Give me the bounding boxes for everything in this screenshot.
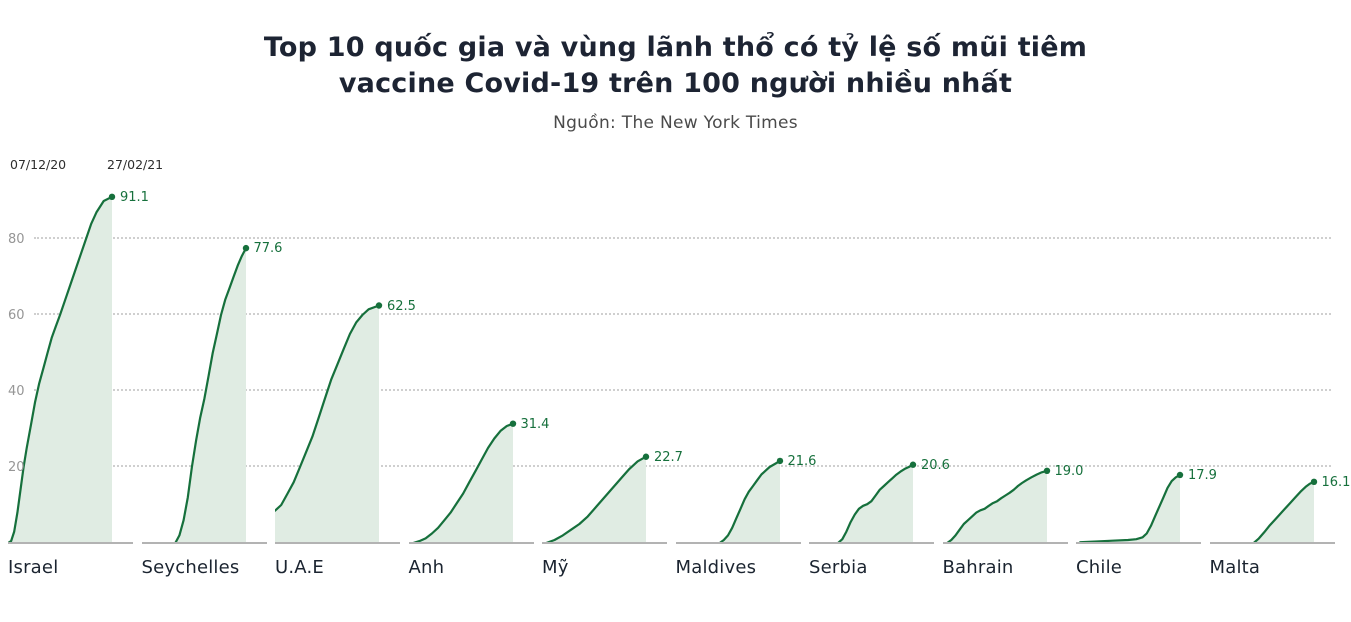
chart-cell-seychelles: 77.6 Seychelles <box>141 163 282 588</box>
area-fill <box>275 305 379 543</box>
x-axis-baseline <box>275 542 400 544</box>
end-point-dot <box>108 193 116 201</box>
end-point-dot <box>776 457 783 465</box>
x-axis-baseline <box>542 542 667 544</box>
trend-line <box>411 422 514 543</box>
chart-cell-bahrain: 19.0 Bahrain <box>942 163 1083 588</box>
y-axis-tick-label-40: 40 <box>8 384 25 399</box>
x-axis-baseline <box>8 542 133 544</box>
y-axis-labels: 20 40 60 80 <box>8 163 32 543</box>
value-label-serbia: 20.6 <box>921 457 950 473</box>
x-axis-baseline <box>675 542 801 544</box>
area-chart-uae <box>275 302 383 543</box>
end-point-dot <box>375 302 383 309</box>
date-end-label: 27/02/21 <box>107 157 164 172</box>
area-chart-malta <box>1252 478 1317 543</box>
value-label-anh: 31.4 <box>520 416 550 432</box>
x-axis-baseline <box>809 542 934 544</box>
end-point-dot <box>909 461 917 468</box>
chart-cell-maldives: 21.6 Maldives <box>675 163 816 588</box>
area-fill <box>174 248 246 543</box>
page-title-line2: vaccine Covid-19 trên 100 người nhiều nh… <box>338 67 1013 99</box>
x-axis-baseline <box>1076 542 1201 544</box>
area-fill <box>8 196 112 543</box>
area-chart-serbia <box>837 461 917 543</box>
end-point-dot <box>242 244 249 252</box>
end-point-dot <box>509 420 516 427</box>
trend-line <box>8 195 114 543</box>
area-fill <box>946 470 1047 543</box>
end-point-dot <box>1310 478 1317 486</box>
trend-line <box>945 469 1048 543</box>
trend-line <box>173 247 247 543</box>
area-fill <box>838 464 913 543</box>
end-point-dot <box>1176 471 1184 479</box>
value-label-chile: 17.9 <box>1188 467 1217 483</box>
y-axis-tick-label-80: 80 <box>8 232 25 247</box>
country-label-bahrain: Bahrain <box>942 557 1014 578</box>
area-chart-maldives <box>718 457 783 543</box>
value-label-maldives: 21.6 <box>787 453 817 469</box>
country-label-malta: Malta <box>1209 557 1261 578</box>
area-fill <box>719 460 780 543</box>
value-label-seychelles: 77.6 <box>253 241 283 257</box>
country-label-maldives: Maldives <box>675 557 757 578</box>
area-chart-chile <box>1079 471 1184 543</box>
area-fill <box>412 423 513 543</box>
chart-cell-malta: 16.1 Malta <box>1209 163 1350 588</box>
country-label-seychelles: Seychelles <box>141 557 240 578</box>
trend-line <box>1252 480 1315 543</box>
x-axis-baseline <box>141 542 267 544</box>
area-fill <box>546 456 646 543</box>
x-axis-baseline <box>1209 542 1335 544</box>
chart-cell-uae: 62.5 U.A.E <box>275 163 416 588</box>
country-label-uae: U.A.E <box>275 557 324 578</box>
area-chart-anh <box>411 420 516 543</box>
page-title: Top 10 quốc gia và vùng lãnh thổ có tỷ l… <box>0 0 1351 101</box>
country-label-chile: Chile <box>1076 557 1123 578</box>
area-chart-seychelles <box>173 244 249 543</box>
end-point-dot <box>642 453 650 460</box>
x-axis-baseline <box>942 542 1068 544</box>
area-chart-israel <box>8 193 116 543</box>
gridline-20 <box>34 465 1331 467</box>
value-label-bahrain: 19.0 <box>1054 463 1084 479</box>
charts-area: 20 40 60 80 07/12/20 27/02/21 91.1 Israel 77.… <box>8 157 1350 588</box>
value-label-uae: 62.5 <box>387 298 416 314</box>
trend-line <box>837 463 915 543</box>
chart-cell-israel: 91.1 Israel <box>8 163 149 588</box>
chart-cell-serbia: 20.6 Serbia <box>809 163 950 588</box>
end-point-dot <box>1043 467 1050 474</box>
chart-cell-my: 22.7 Mỹ <box>542 163 683 588</box>
gridline-60 <box>34 313 1331 315</box>
gridlines <box>34 163 1331 543</box>
trend-line <box>275 304 381 512</box>
country-label-serbia: Serbia <box>809 557 868 578</box>
y-axis-tick-label-60: 60 <box>8 308 25 323</box>
country-label-israel: Israel <box>8 557 59 578</box>
area-fill <box>1080 475 1180 543</box>
chart-cell-chile: 17.9 Chile <box>1076 163 1217 588</box>
date-start-label: 07/12/20 <box>10 157 67 172</box>
value-label-malta: 16.1 <box>1321 474 1351 490</box>
x-axis-baseline <box>408 542 534 544</box>
page-title-line1: Top 10 quốc gia và vùng lãnh thổ có tỷ l… <box>263 32 1088 63</box>
trend-line <box>718 459 781 543</box>
chart-cell-anh: 31.4 Anh <box>408 163 549 588</box>
country-label-my: Mỹ <box>542 557 569 578</box>
y-axis-tick-label-20: 20 <box>8 460 25 475</box>
x-axis-date-labels: 07/12/20 27/02/21 <box>10 157 230 173</box>
value-label-my: 22.7 <box>654 449 683 465</box>
area-chart-bahrain <box>945 467 1050 543</box>
area-chart-my <box>545 453 650 543</box>
gridline-40 <box>34 389 1331 391</box>
trend-line <box>1079 473 1182 543</box>
source-label: Nguồn: The New York Times <box>553 113 798 134</box>
country-label-anh: Anh <box>408 557 445 578</box>
small-multiples-row: 91.1 Israel 77.6 Seychelles 62.5 U.A.E 31.4 Anh… <box>8 163 1350 588</box>
trend-line <box>545 455 648 543</box>
value-label-israel: 91.1 <box>120 189 149 205</box>
gridline-80 <box>34 237 1331 239</box>
